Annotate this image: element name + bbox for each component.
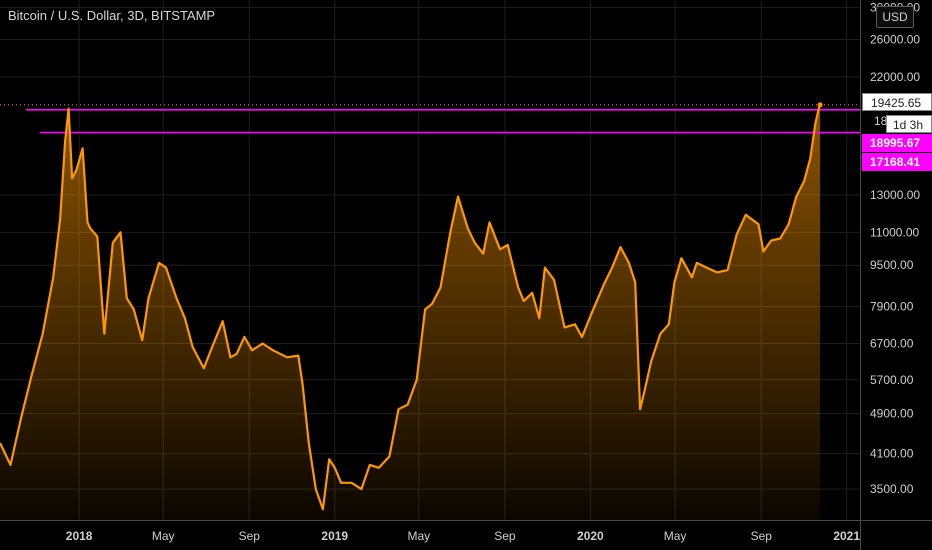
y-tick-label: 3500.00 (870, 482, 914, 496)
y-tick-label: 22000.00 (870, 70, 920, 84)
x-tick-label: 2021 (833, 529, 860, 543)
hline-upper-price-label: 18995.67 (862, 134, 932, 152)
y-tick-label: 11000.00 (870, 225, 919, 239)
bar-countdown-label: 1d 3h (886, 115, 932, 133)
chart-title: Bitcoin / U.S. Dollar, 3D, BITSTAMP (8, 8, 216, 23)
x-tick-label: 2020 (577, 529, 604, 543)
x-tick-label: Sep (494, 529, 516, 543)
x-tick-label: Sep (751, 529, 773, 543)
y-tick-label: 26000.00 (870, 32, 920, 46)
horizontal-lines (0, 102, 860, 134)
y-tick-label: 5700.00 (870, 373, 914, 387)
last-price-label: 19425.65 (862, 93, 932, 111)
x-tick-label: Sep (239, 529, 261, 543)
y-tick-label: 13000.00 (870, 188, 920, 202)
y-tick-partial: 18 (874, 114, 888, 128)
x-tick-label: 2019 (321, 529, 348, 543)
x-tick-label: May (664, 529, 687, 543)
currency-button[interactable]: USD (876, 6, 914, 28)
y-tick-label: 4100.00 (870, 447, 914, 461)
price-area-fill (0, 104, 821, 521)
x-tick-label: 2018 (66, 529, 93, 543)
y-tick-label: 9500.00 (870, 258, 914, 272)
price-line (0, 104, 822, 511)
y-tick-label: 6700.00 (870, 337, 914, 351)
x-tick-label: May (152, 529, 175, 543)
y-axis: 30000.0026000.0022000.0013000.0011000.00… (860, 0, 920, 550)
y-tick-label: 7900.00 (870, 300, 914, 314)
hline-lower-price-label: 17168.41 (862, 153, 932, 171)
x-axis: 2018 May Sep 2019 May Sep 2020 May Sep 2021 (0, 520, 932, 543)
x-tick-label: May (407, 529, 430, 543)
y-tick-label: 4900.00 (870, 407, 914, 421)
